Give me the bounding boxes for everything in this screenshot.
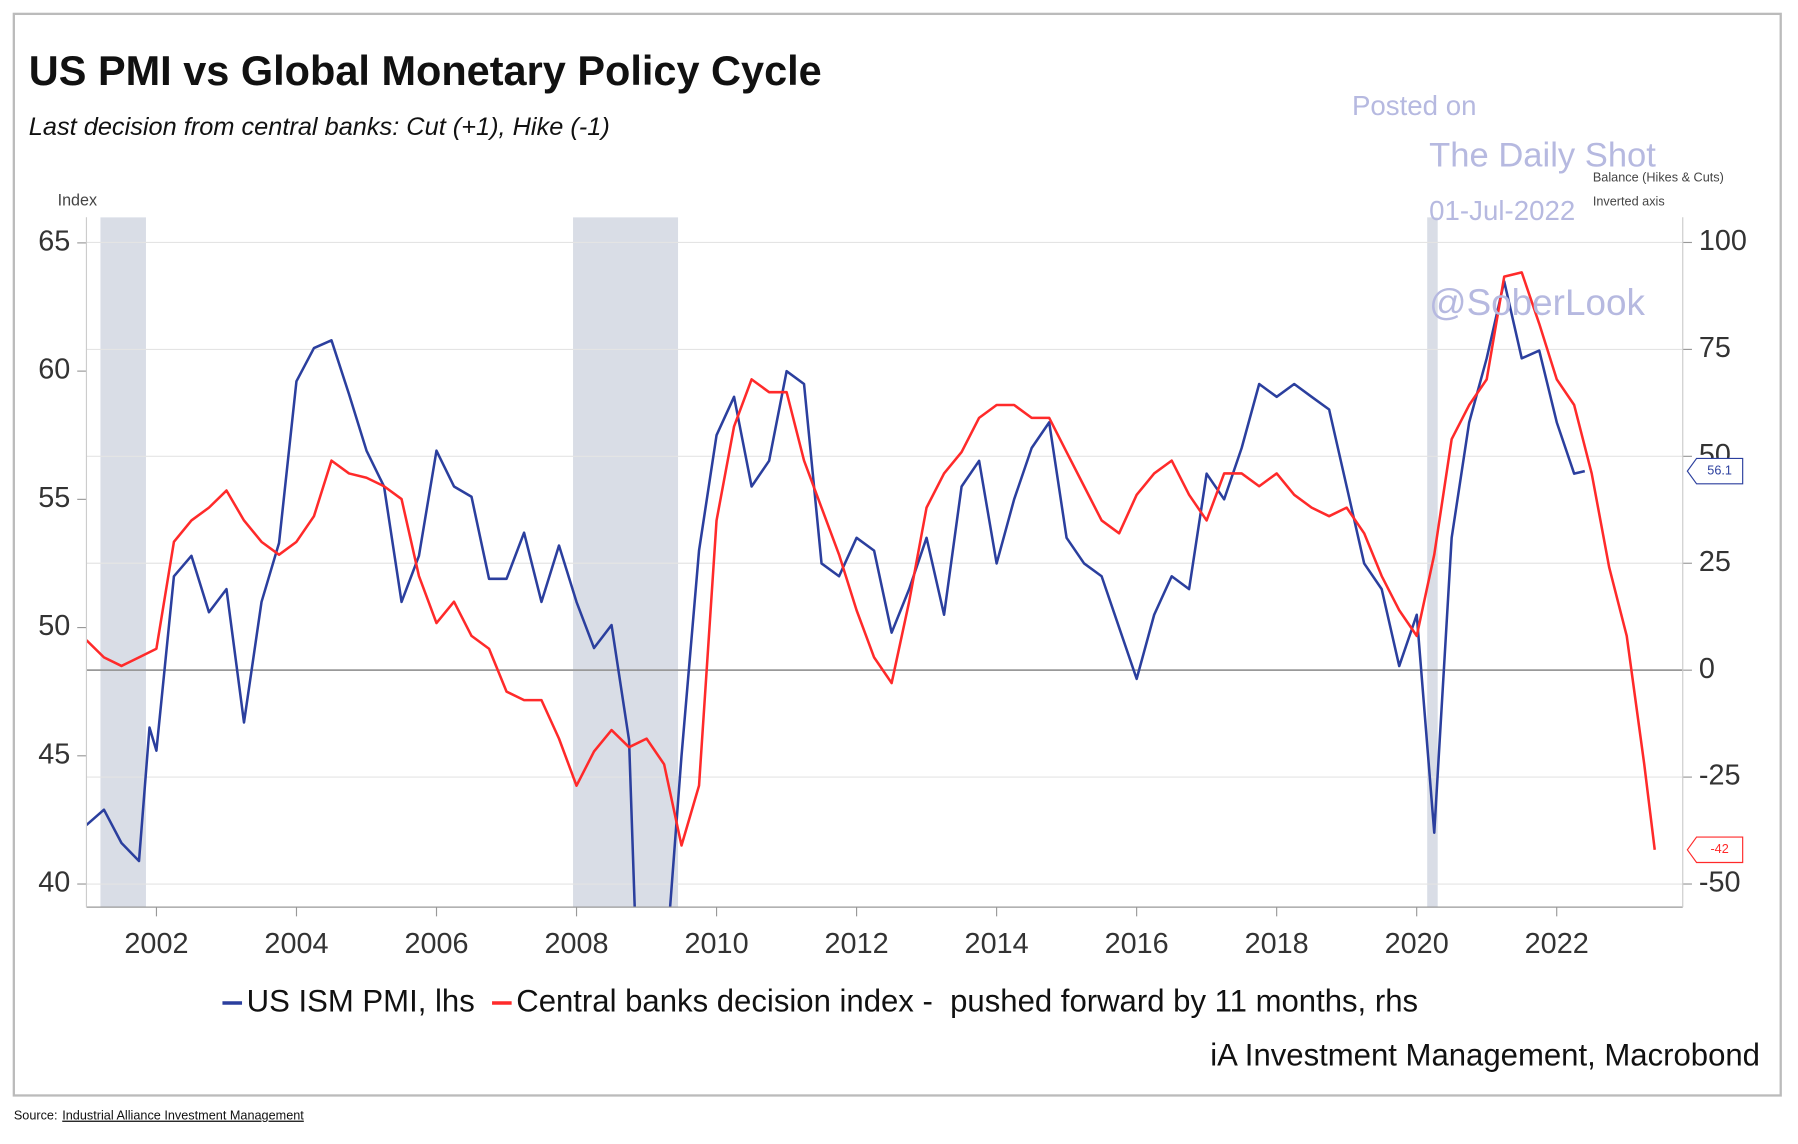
watermark-text: The Daily Shot [1429,136,1656,174]
x-tick-label: 2010 [685,928,749,960]
chart-title: US PMI vs Global Monetary Policy Cycle [29,47,822,94]
y-tick-label: 60 [38,354,70,386]
plot-area [86,217,1683,908]
x-tick-label: 2018 [1245,928,1309,960]
last-value-label: 56.1 [1707,463,1732,477]
y-tick-label: 50 [38,610,70,642]
y-axis-label: Index [58,191,97,209]
chart-subtitle: Last decision from central banks: Cut (+… [29,113,610,141]
x-tick-label: 2008 [544,928,608,960]
y2-tick-label: 0 [1699,653,1715,685]
recession-band [573,217,679,908]
x-tick-label: 2004 [264,928,328,960]
series-line [86,280,1586,908]
y2-tick-label: -50 [1699,867,1741,899]
last-value-box [1686,457,1744,485]
x-tick-label: 2002 [124,928,188,960]
source: iA Investment Management, Macrobond [1210,1038,1760,1073]
watermark: Posted on The Daily Shot 01-Jul-2022 @So… [1352,90,1656,323]
x-tick-label: 2012 [825,928,889,960]
recession-band [100,217,146,908]
footer-link[interactable]: Industrial Alliance Investment Managemen… [62,1109,304,1123]
last-value-box [1686,836,1744,864]
last-value-label: -42 [1710,842,1728,856]
y2-tick-label: 100 [1699,225,1747,257]
watermark-text: @SoberLook [1429,282,1645,323]
y2-tick-label: 25 [1699,546,1731,578]
y-tick-label: 45 [38,738,70,770]
x-tick-label: 2016 [1105,928,1169,960]
x-tick-label: 2014 [965,928,1029,960]
y-tick-label: 40 [38,867,70,899]
x-tick-label: 2022 [1525,928,1589,960]
y2-tick-label: -25 [1699,760,1741,792]
legend-label: Central banks decision index - pushed fo… [516,983,1418,1018]
y2-axis-note: Inverted axis [1593,195,1665,209]
watermark-text: 01-Jul-2022 [1429,195,1575,226]
frame [12,12,1782,1097]
x-tick-label: 2020 [1385,928,1449,960]
watermark-text: Posted on [1352,90,1477,121]
y2-tick-label: 75 [1699,332,1731,364]
x-tick-label: 2006 [404,928,468,960]
y-tick-label: 65 [38,225,70,257]
footer-label: Source: [14,1109,58,1123]
y-tick-label: 55 [38,482,70,514]
y2-axis-label: Balance (Hikes & Cuts) [1593,170,1724,184]
legend-label: US ISM PMI, lhs [247,983,475,1018]
series-line [86,271,1656,850]
